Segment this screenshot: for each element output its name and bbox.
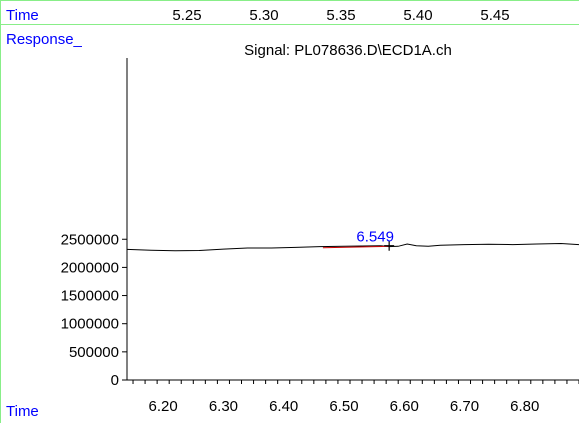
peak-label: 6.549 — [356, 229, 394, 246]
top-tick-label: 5.25 — [172, 7, 201, 24]
top-axis-label: Time — [6, 7, 39, 24]
x-tick-label: 6.20 — [149, 398, 178, 415]
top-tick-label: 5.35 — [326, 7, 355, 24]
x-tick-label: 6.70 — [450, 398, 479, 415]
y-tick-label: 2000000 — [61, 259, 119, 276]
x-axis-label: Time — [6, 403, 39, 420]
y-tick-label: 500000 — [69, 344, 119, 361]
y-tick-label: 1000000 — [61, 316, 119, 333]
y-axis-label: Response_ — [6, 31, 83, 48]
y-tick-label: 1500000 — [61, 288, 119, 305]
top-tick-label: 5.40 — [403, 7, 432, 24]
x-tick-label: 6.50 — [329, 398, 358, 415]
x-tick-label: 6.40 — [269, 398, 298, 415]
chart-title: Signal: PL078636.D\ECD1A.ch — [244, 42, 452, 59]
x-tick-label: 6.80 — [510, 398, 539, 415]
y-tick-label: 0 — [111, 372, 119, 389]
peak-baseline-line — [322, 245, 390, 249]
y-tick-label: 2500000 — [61, 231, 119, 248]
x-tick-label: 6.60 — [390, 398, 419, 415]
top-tick-label: 5.30 — [249, 7, 278, 24]
x-tick-label: 6.30 — [209, 398, 238, 415]
top-tick-label: 5.45 — [480, 7, 509, 24]
